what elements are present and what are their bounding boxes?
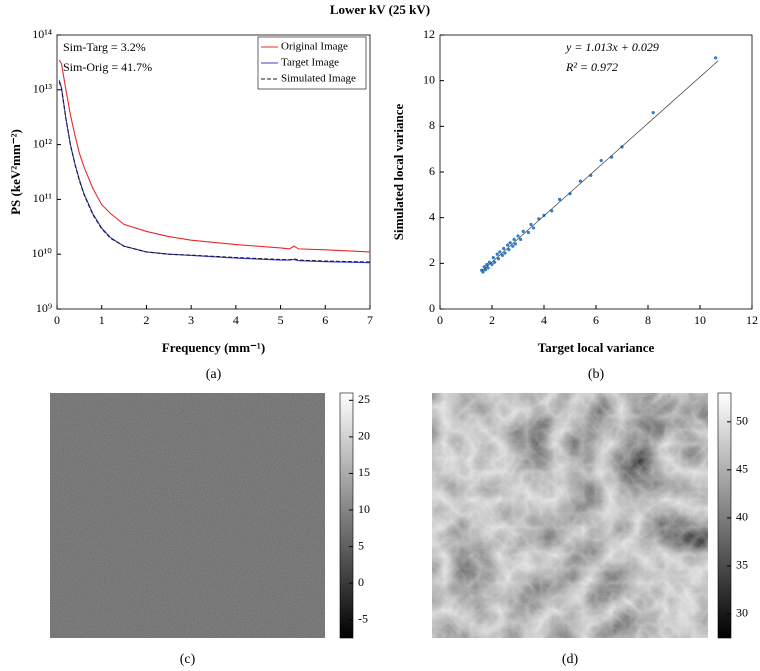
scatter-point [495, 252, 499, 256]
y-tick-label: 10¹¹ [33, 191, 53, 205]
y-tick-label: 10¹⁰ [32, 246, 53, 260]
colorbar-tick-label: 45 [736, 462, 748, 476]
x-tick-label: 10 [694, 313, 706, 327]
colorbar-tick-label: 25 [358, 392, 370, 406]
scatter-point [513, 242, 518, 246]
scatter-point [512, 237, 516, 241]
colorbar-tick-label: 35 [736, 558, 748, 572]
legend-label: Target Image [281, 57, 339, 69]
scatter-point [487, 260, 491, 264]
y-axis-label: PS (keV²mm⁻²) [8, 129, 23, 215]
scatter-point [519, 237, 523, 241]
data-line [58, 81, 371, 263]
panel-label: (a) [206, 367, 222, 382]
x-tick-label: 7 [367, 313, 373, 327]
y-tick-label: 10⁹ [36, 301, 52, 315]
scatter-point [482, 265, 486, 269]
y-tick-label: 10¹⁴ [32, 27, 52, 41]
scatter-point [511, 244, 515, 248]
scatter-point [714, 56, 718, 60]
colorbar-tick-label: 50 [736, 414, 748, 428]
y-tick-label: 10¹² [33, 136, 53, 150]
plot-frame [439, 34, 753, 310]
scatter-point [486, 266, 490, 270]
colorbar-tick-label: 0 [358, 575, 364, 589]
scatter-point [502, 246, 506, 251]
x-tick-label: 12 [746, 313, 758, 327]
scatter-point [493, 260, 497, 264]
scatter-point [485, 262, 489, 267]
plot-frame [56, 34, 371, 310]
data-line [58, 79, 371, 264]
scatter-point [503, 251, 507, 255]
colorbar-tick-label: 20 [358, 429, 370, 443]
figure-title: Lower kV (25 kV) [330, 2, 430, 17]
x-tick-label: 2 [143, 313, 149, 327]
legend-label: Simulated Image [281, 73, 356, 85]
scatter-point [508, 241, 512, 245]
colorbar-tick-label: 40 [736, 510, 748, 524]
x-tick-label: 0 [54, 313, 60, 327]
y-tick-label: 4 [429, 209, 435, 223]
x-tick-label: 4 [541, 313, 547, 327]
y-tick-label: 2 [429, 255, 435, 269]
image [432, 393, 708, 638]
scatter-point [521, 229, 525, 233]
colorbar-tick-label: 15 [358, 465, 370, 479]
x-tick-label: 3 [188, 313, 194, 327]
y-tick-label: 12 [423, 27, 435, 41]
colorbar-tick-label: 30 [736, 606, 748, 620]
scatter-point [490, 262, 494, 267]
scatter-point [537, 217, 541, 221]
y-tick-label: 10 [423, 72, 435, 86]
x-axis-label: Frequency (mm⁻¹) [162, 340, 265, 355]
scatter-point [506, 243, 510, 247]
y-tick-label: 6 [429, 164, 435, 178]
x-tick-label: 0 [437, 313, 443, 327]
panel-label: (d) [562, 652, 579, 667]
colorbar-tick-label: 10 [358, 502, 370, 516]
scatter-point [578, 179, 583, 183]
annotation: y = 1.013x + 0.029 [565, 40, 659, 54]
scatter-point [558, 197, 562, 201]
fit-line [481, 60, 719, 272]
panel-label: (b) [588, 367, 605, 382]
scatter-point [500, 253, 504, 257]
scatter-point [507, 248, 511, 252]
panel-label: (c) [180, 652, 196, 667]
x-tick-label: 2 [489, 313, 495, 327]
colorbar-tick-label: -5 [358, 611, 368, 625]
legend-label: Original Image [281, 41, 348, 53]
colorbar [339, 392, 354, 639]
scatter-point [529, 222, 533, 227]
x-tick-label: 6 [593, 313, 599, 327]
scatter-point [651, 111, 655, 115]
x-tick-label: 8 [645, 313, 651, 327]
scatter-point [516, 234, 520, 238]
annotation: Sim-Targ = 3.2% [63, 40, 146, 54]
x-tick-label: 5 [278, 313, 284, 327]
x-tick-label: 6 [322, 313, 328, 327]
scatter-point [496, 257, 501, 261]
x-axis-label: Target local variance [538, 340, 655, 355]
data-line [58, 59, 371, 253]
y-tick-label: 8 [429, 118, 435, 132]
x-tick-label: 1 [99, 313, 105, 327]
scatter-point [568, 192, 572, 196]
y-tick-label: 10¹³ [33, 82, 53, 96]
x-tick-label: 4 [233, 313, 239, 327]
scatter-point [498, 250, 502, 254]
colorbar-tick-label: 5 [358, 538, 364, 552]
annotation: R² = 0.972 [565, 60, 618, 74]
colorbar [717, 392, 732, 639]
y-axis-label: Simulated local variance [391, 104, 406, 241]
scatter-point [532, 226, 536, 230]
scatter-point [526, 230, 531, 235]
scatter-point [599, 158, 603, 163]
image [50, 393, 325, 638]
annotation: Sim-Orig = 41.7% [63, 60, 152, 74]
scatter-point [491, 256, 495, 260]
y-tick-label: 0 [429, 301, 435, 315]
